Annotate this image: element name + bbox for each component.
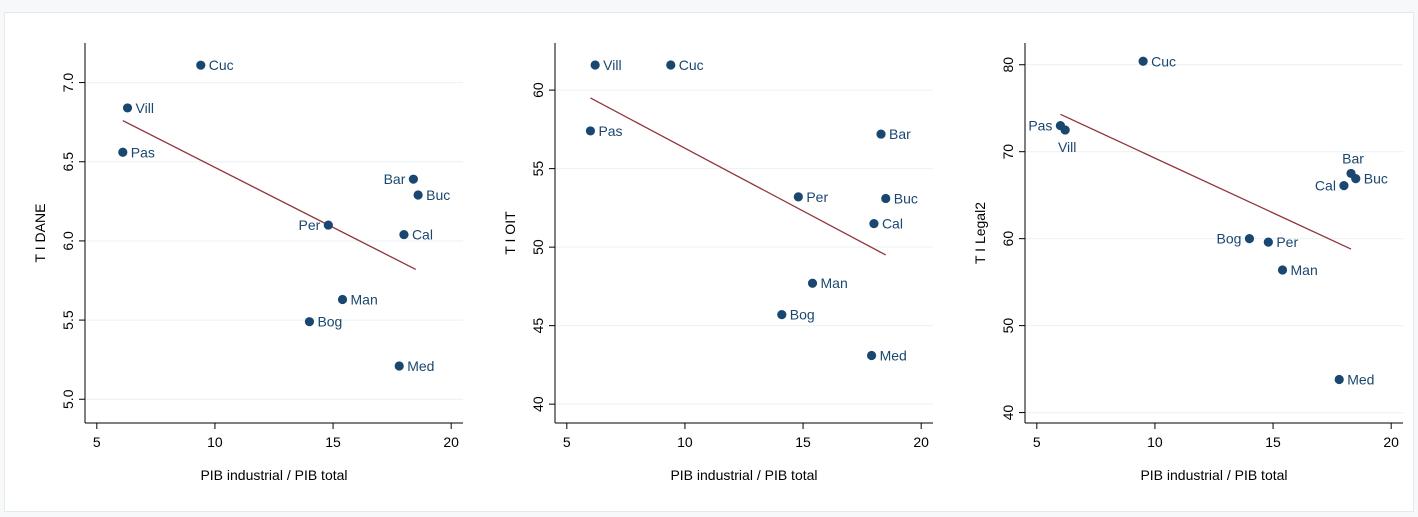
x-axis-title: PIB industrial / PIB total: [1140, 467, 1287, 483]
x-tick-label: 5: [1033, 434, 1041, 450]
scatter-point: [304, 317, 315, 327]
fitted-line: [1060, 113, 1352, 250]
scatter-point: [876, 129, 886, 139]
x-tick-label: 10: [1147, 434, 1163, 450]
scatter-point: [1334, 374, 1344, 385]
y-tick-label: 7.0: [60, 73, 76, 93]
point-label: Cuc: [679, 57, 704, 73]
scatter-point: [590, 60, 600, 70]
point-label: Per: [299, 217, 321, 233]
scatter-point: [1339, 181, 1349, 191]
x-tick-label: 10: [677, 434, 693, 450]
scatter-point: [1263, 237, 1273, 247]
scatter-point: [394, 361, 404, 371]
scatter-point: [122, 103, 133, 113]
point-label: Bog: [1217, 231, 1242, 247]
scatter-point: [1244, 234, 1255, 244]
y-axis-title: T I DANE: [32, 204, 48, 263]
x-tick-label: 15: [325, 434, 341, 450]
y-tick-label: 40: [1000, 405, 1016, 421]
scatter-point: [793, 192, 803, 202]
point-label: Cal: [882, 216, 903, 232]
point-label: Cuc: [209, 57, 234, 73]
y-tick-label: 55: [530, 161, 546, 177]
point-label: Man: [1291, 262, 1318, 278]
scatter-point: [866, 350, 877, 361]
scatter-point: [869, 218, 879, 229]
scatter-point: [807, 278, 818, 288]
scatter-point: [1277, 265, 1288, 275]
point-label: Vill: [136, 100, 154, 116]
point-label: Per: [806, 189, 828, 205]
point-label: Bar: [384, 171, 406, 187]
x-tick-label: 20: [1383, 434, 1399, 450]
scatter-point: [1060, 125, 1070, 135]
x-tick-label: 15: [795, 434, 811, 450]
point-label: Pas: [1028, 118, 1052, 134]
scatter-chart-ti-dane: 5.0 5.5 6.0 6.5 7.0 5 10 15 20 PIB industrial / P…: [32, 43, 463, 483]
y-tick-label: 70: [1000, 144, 1016, 160]
y-tick-label: 50: [530, 239, 546, 255]
point-label: Bar: [1342, 150, 1364, 166]
y-tick-label: 6.0: [60, 231, 76, 251]
x-tick-label: 5: [563, 434, 571, 450]
point-label: Bog: [790, 307, 815, 323]
y-tick-label: 40: [530, 396, 546, 412]
y-tick-label: 60: [530, 82, 546, 98]
point-label: Buc: [426, 187, 450, 203]
scatter-point: [408, 174, 418, 184]
point-label: Per: [1276, 234, 1298, 250]
y-tick-label: 80: [1000, 57, 1016, 73]
point-label: Vill: [1058, 139, 1076, 155]
scatter-point: [585, 126, 596, 136]
point-label: Vill: [603, 57, 621, 73]
fitted-line: [122, 120, 417, 270]
point-label: Bar: [889, 126, 911, 142]
point-label: Med: [880, 347, 907, 363]
scatter-point: [399, 229, 409, 240]
point-label: Cuc: [1151, 53, 1176, 69]
scatter-point: [1351, 174, 1361, 184]
x-axis-title: PIB industrial / PIB total: [200, 467, 347, 483]
x-axis-title: PIB industrial / PIB total: [670, 467, 817, 483]
fitted-line: [590, 97, 887, 256]
y-tick-label: 60: [1000, 231, 1016, 247]
y-axis-title: T I Legal2: [972, 202, 988, 264]
scatter-chart-ti-oit: 40 45 50 55 60 5 10 15 20 PIB industrial / PIB to…: [502, 43, 933, 483]
point-label: Med: [407, 358, 434, 374]
scatter-point: [323, 220, 333, 230]
scatter-chart-ti-legal2: 40 50 60 70 80 5 10 15 20 PIB industrial / PIB to…: [972, 43, 1403, 483]
scatter-point: [337, 294, 348, 305]
point-label: Man: [821, 275, 848, 291]
point-label: Cal: [1315, 178, 1336, 194]
y-tick-label: 5.5: [60, 310, 76, 330]
scatter-point: [196, 60, 206, 70]
point-label: Bog: [317, 314, 342, 330]
x-tick-label: 15: [1265, 434, 1281, 450]
figure-frame: 5.0 5.5 6.0 6.5 7.0 5 10 15 20 PIB industrial / P…: [4, 12, 1414, 512]
point-label: Man: [351, 292, 378, 308]
x-tick-label: 5: [93, 434, 101, 450]
y-tick-label: 6.5: [60, 152, 76, 172]
scatter-point: [777, 310, 787, 320]
x-tick-label: 20: [443, 434, 459, 450]
point-label: Pas: [131, 144, 155, 160]
x-tick-label: 10: [207, 434, 223, 450]
point-label: Pas: [598, 123, 622, 139]
scatter-point: [1138, 56, 1148, 66]
point-label: Cal: [412, 227, 433, 243]
point-label: Med: [1347, 372, 1374, 388]
scatter-point: [118, 147, 128, 157]
point-label: Buc: [1364, 171, 1388, 187]
x-tick-label: 20: [913, 434, 929, 450]
y-tick-label: 45: [530, 318, 546, 334]
scatter-point: [413, 190, 423, 200]
scatter-point: [666, 60, 676, 70]
point-label: Buc: [894, 190, 918, 206]
y-axis-title: T I OIT: [502, 211, 518, 255]
scatter-point: [881, 193, 891, 204]
y-tick-label: 5.0: [60, 389, 76, 409]
y-tick-label: 50: [1000, 318, 1016, 334]
